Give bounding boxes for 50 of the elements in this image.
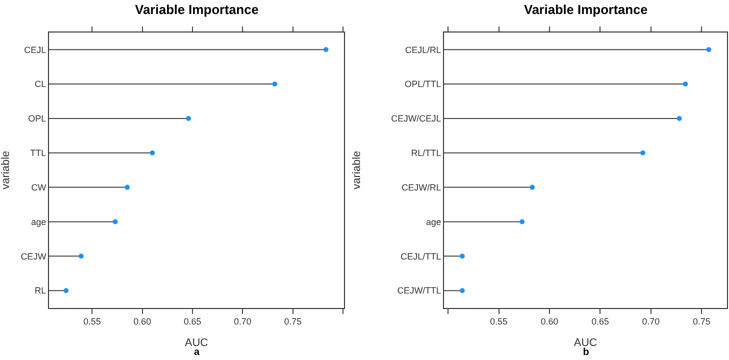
y-tick-label: CW	[31, 182, 47, 192]
point	[64, 288, 69, 294]
x-tick-label: 0.70	[234, 316, 252, 327]
point	[676, 116, 682, 121]
y-tick-label: RL	[34, 286, 46, 296]
y-tick-label: CL	[34, 79, 46, 90]
text: a	[194, 347, 200, 358]
point	[460, 254, 465, 259]
y-axis-title: variable	[0, 150, 12, 190]
x-tick-label: 0.60	[134, 316, 152, 327]
y-tick-label: CEJW/TTL	[397, 286, 442, 296]
point	[530, 184, 535, 190]
x-tick-label: 0.75	[692, 316, 710, 327]
y-tick-label: TTL	[30, 148, 46, 158]
point	[112, 219, 118, 224]
x-axis-title: AUC	[574, 336, 598, 349]
x-tick-label: 0.75	[284, 316, 302, 327]
y-tick-label: CEJL/TTL	[400, 251, 442, 262]
point	[78, 254, 84, 259]
point	[186, 116, 191, 121]
text: b	[583, 347, 590, 358]
y-tick-label: RL/TTL	[411, 148, 442, 158]
x-tick-label: 0.65	[591, 316, 609, 327]
point	[150, 150, 155, 156]
y-tick-label: age	[426, 216, 442, 227]
chart-title: Variable Importance	[524, 2, 648, 17]
point	[520, 219, 525, 224]
point	[706, 47, 712, 52]
y-tick-label: CEJW/RL	[402, 182, 442, 192]
x-tick-label: 0.55	[490, 316, 508, 327]
point	[640, 150, 646, 156]
x-tick-label: 0.60	[540, 316, 558, 327]
y-tick-label: CEJL	[24, 44, 46, 55]
point	[272, 82, 278, 87]
chart-title: Variable Importance	[135, 2, 259, 17]
y-tick-label: age	[31, 216, 46, 227]
x-axis-title: AUC	[184, 336, 208, 349]
y-axis-title: variable	[350, 150, 363, 190]
y-tick-label: CEJL/RL	[405, 44, 442, 55]
point	[124, 184, 130, 190]
y-tick-label: OPL/TTL	[404, 79, 442, 90]
x-tick-label: 0.55	[83, 316, 101, 327]
point	[682, 82, 688, 87]
y-tick-label: CEJW	[20, 251, 47, 262]
y-tick-label: CEJW/CEJL	[391, 114, 442, 124]
y-tick-label: OPL	[28, 114, 46, 124]
point	[323, 47, 328, 52]
x-tick-label: 0.65	[184, 316, 202, 327]
x-tick-label: 0.70	[642, 316, 660, 327]
point	[460, 288, 465, 294]
